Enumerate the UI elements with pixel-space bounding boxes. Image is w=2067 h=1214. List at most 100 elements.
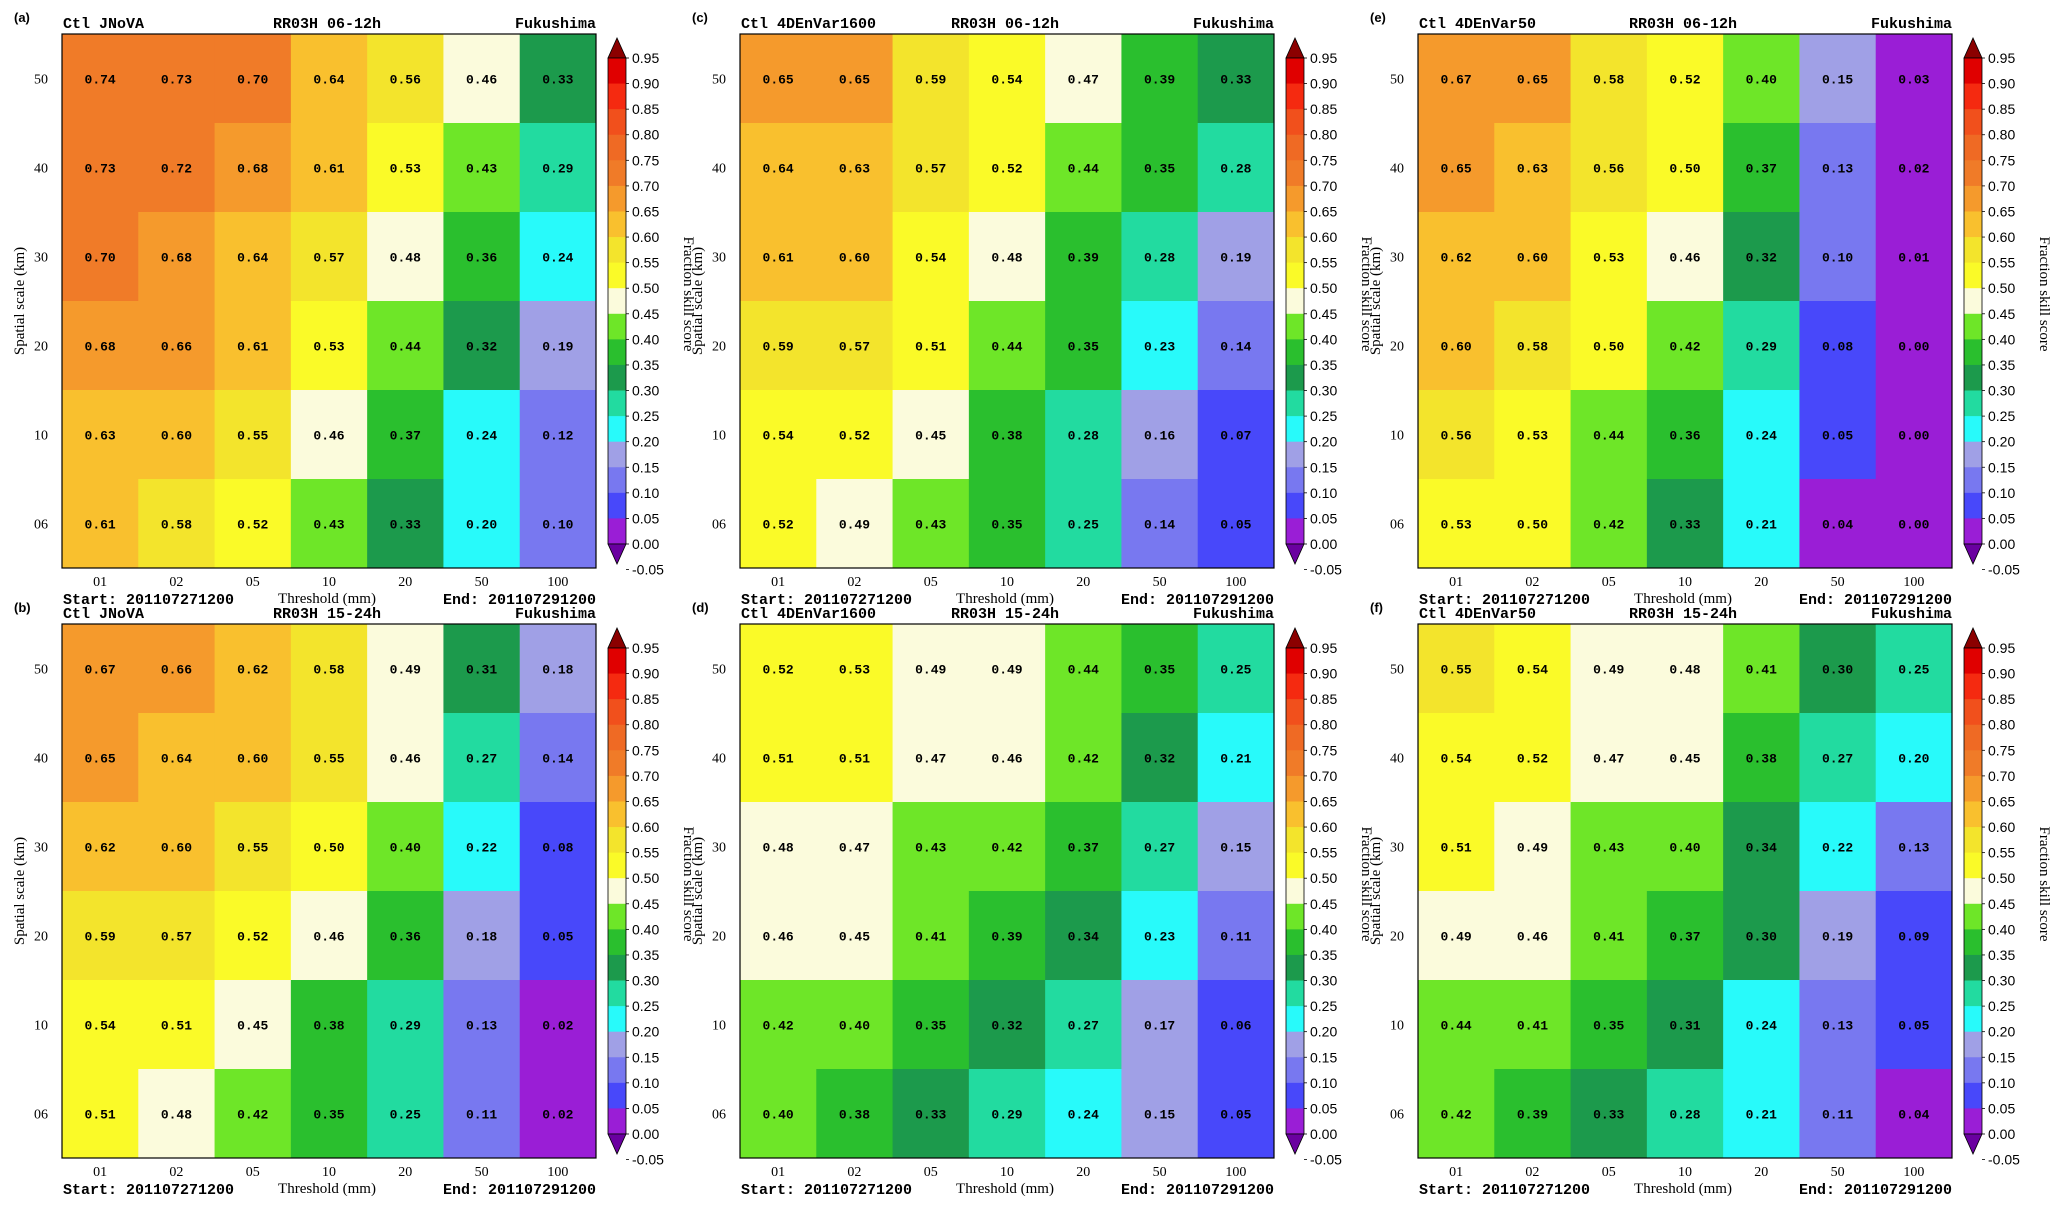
plot-frame	[61, 623, 597, 1159]
cell-value-label: 0.43	[466, 162, 497, 177]
plot-frame	[1417, 33, 1953, 569]
cell-value-label: 0.72	[161, 162, 192, 177]
colorbar-segment	[1964, 288, 1982, 315]
cell-value-label: 0.30	[1746, 930, 1777, 945]
y-tick-label: 06	[34, 1108, 48, 1123]
heatmap-cell	[1045, 212, 1122, 302]
cell-value-label: 0.14	[1144, 518, 1175, 533]
cell-value-label: 0.49	[1517, 841, 1548, 856]
colorbar-tick-label: 0.35	[1310, 947, 1337, 963]
colorbar-tick-label: 0.90	[1988, 666, 2015, 682]
heatmap-cell	[1197, 34, 1275, 124]
heatmap-cell	[968, 1069, 1046, 1159]
heatmap-cell	[1197, 390, 1275, 480]
heatmap-cell	[1646, 1069, 1724, 1159]
start-label: Start: 201107271200	[63, 1182, 234, 1199]
colorbar-tick-label: 0.65	[1988, 203, 2015, 219]
heatmap-cell	[519, 301, 597, 391]
cell-value-label: 0.39	[1068, 251, 1099, 266]
colorbar-tick-label: 0.00	[1988, 1126, 2015, 1142]
cell-value-label: 0.48	[390, 251, 421, 266]
colorbar-tick-label: 0.00	[1310, 536, 1337, 552]
cell-value-label: 0.53	[839, 663, 870, 678]
cell-value-label: 0.28	[1669, 1108, 1700, 1123]
colorbar-segment	[608, 339, 626, 366]
colorbar-segment	[608, 1108, 626, 1135]
heatmap-cell	[1418, 1069, 1495, 1159]
heatmap-cell	[214, 891, 292, 981]
heatmap-cell	[214, 390, 292, 480]
colorbar-segment	[608, 648, 626, 674]
heatmap-cell	[1045, 624, 1122, 714]
colorbar-segment	[1286, 339, 1304, 366]
colorbar-segment	[1964, 313, 1982, 340]
heatmap-cell	[892, 212, 970, 302]
heatmap-cell	[290, 624, 368, 714]
heatmap-cell	[1494, 802, 1572, 892]
cell-value-label: 0.53	[1441, 518, 1472, 533]
colorbar-tick-label: 0.05	[1310, 510, 1337, 526]
cell-value-label: 0.47	[1593, 752, 1624, 767]
colorbar-segment	[1964, 827, 1982, 854]
plot-frame	[739, 33, 1275, 569]
colorbar-segment	[608, 441, 626, 468]
cell-value-label: 0.50	[1669, 162, 1700, 177]
cell-value-label: 0.33	[542, 73, 573, 88]
heatmap-cell	[1799, 212, 1877, 302]
colorbar-segment	[1286, 58, 1304, 84]
panel-label: (b)	[14, 600, 31, 615]
x-tick-label: 20	[1076, 575, 1090, 590]
cell-value-label: 0.13	[1822, 1019, 1853, 1034]
colorbar-tick-label: 0.15	[632, 1049, 659, 1065]
colorbar-tick-label: 0.20	[1310, 1024, 1337, 1040]
heatmap-cell	[892, 713, 970, 803]
cell-value-label: 0.35	[1593, 1019, 1624, 1034]
cell-value-label: 0.09	[1898, 930, 1929, 945]
x-axis-title: Threshold (mm)	[1634, 591, 1732, 607]
cell-value-label: 0.51	[85, 1108, 116, 1123]
heatmap-cell	[1875, 301, 1953, 391]
cell-value-label: 0.46	[1669, 251, 1700, 266]
colorbar-segment	[608, 58, 626, 84]
cell-value-label: 0.19	[542, 340, 573, 355]
cell-value-label: 0.52	[237, 930, 268, 945]
cell-value-label: 0.04	[1822, 518, 1853, 533]
heatmap-cell	[62, 212, 139, 302]
y-tick-label: 40	[34, 162, 48, 177]
cell-value-label: 0.38	[1746, 752, 1777, 767]
heatmap-cell	[1197, 212, 1275, 302]
colorbar-arrow-top	[607, 37, 627, 59]
colorbar-segment	[608, 878, 626, 905]
heatmap-cell	[138, 479, 216, 569]
cell-value-label: 0.59	[763, 340, 794, 355]
colorbar-tick-label: 0.90	[1310, 76, 1337, 92]
heatmap-cell	[1875, 34, 1953, 124]
cell-value-label: 0.47	[1068, 73, 1099, 88]
colorbar-tick-label: 0.40	[1310, 921, 1337, 937]
heatmap-cell	[1045, 123, 1122, 213]
cell-value-label: 0.64	[161, 752, 192, 767]
cell-value-label: 0.25	[1220, 663, 1251, 678]
heatmap-cell	[1799, 123, 1877, 213]
colorbar-arrow-bottom	[1285, 1133, 1305, 1155]
colorbar-tick-label: -0.05	[1988, 1152, 2020, 1168]
heatmap-cell	[1570, 1069, 1648, 1159]
cell-value-label: 0.02	[542, 1019, 573, 1034]
colorbar-segment	[1964, 518, 1982, 545]
x-tick-label: 05	[924, 575, 938, 590]
heatmap-cell	[1799, 390, 1877, 480]
heatmap-cell	[1494, 479, 1572, 569]
heatmap-cell	[1799, 34, 1877, 124]
colorbar-tick-label: 0.30	[1988, 383, 2015, 399]
heatmap-cell	[1045, 390, 1122, 480]
x-tick-label: 02	[1525, 1165, 1539, 1180]
cell-value-label: 0.21	[1746, 1108, 1777, 1123]
colorbar-tick-label: 0.95	[1988, 50, 2015, 66]
cell-value-label: 0.24	[1746, 429, 1777, 444]
colorbar-segment	[1964, 1031, 1982, 1058]
cell-value-label: 0.35	[1144, 663, 1175, 678]
colorbar-arrow-bottom	[1285, 543, 1305, 565]
heatmap-cell	[968, 123, 1046, 213]
heatmap-cell	[968, 624, 1046, 714]
heatmap-cell	[1723, 479, 1800, 569]
